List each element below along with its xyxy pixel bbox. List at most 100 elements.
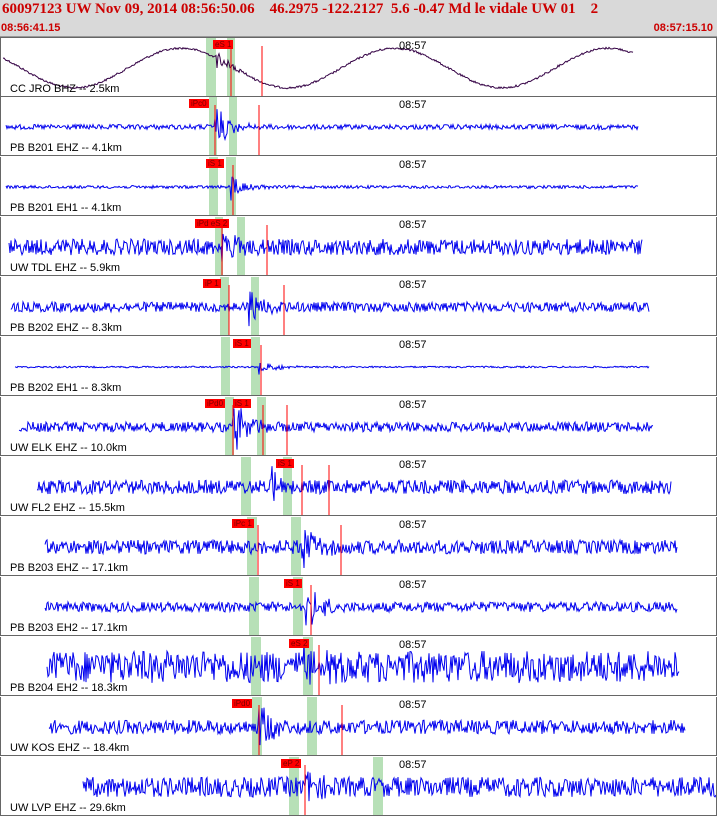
waveform-trace: [5, 97, 639, 155]
pick-window: [229, 97, 237, 155]
channel-row-pb-b201-eh1[interactable]: 08:57 iS 1 PB B201 EH1 -- 4.1km: [0, 157, 717, 216]
channel-label: UW ELK EHZ -- 10.0km: [10, 442, 127, 454]
time-marker-label: 08:57: [399, 40, 427, 52]
channel-label: UW KOS EHZ -- 18.4km: [10, 742, 130, 754]
pick-window: [209, 157, 218, 215]
waveform-trace: [8, 217, 643, 275]
waveform-trace: [82, 757, 716, 815]
channel-label: UW LVP EHZ -- 29.6km: [10, 802, 126, 814]
channel-label: CC JRO BHZ -- 2.5km: [10, 83, 120, 95]
time-marker-label: 08:57: [399, 159, 427, 171]
channel-row-uw-elk-ehz[interactable]: 08:57 iPd0 iS 1 UW ELK EHZ -- 10.0km: [0, 397, 717, 456]
pick-window: [252, 697, 262, 755]
time-marker-label: 08:57: [399, 99, 427, 111]
pick-window: [283, 457, 292, 515]
waveform-line: [2, 46, 634, 90]
waveform-line: [44, 592, 678, 626]
waveform-trace: [36, 457, 672, 515]
time-marker-label: 08:57: [399, 339, 427, 351]
phase-pick[interactable]: iS 1: [233, 399, 251, 408]
phase-pick[interactable]: iS 1: [284, 579, 302, 588]
seismogram-panel: 08:57 eS 1 CC JRO BHZ -- 2.5km 08:57 iPc…: [0, 37, 717, 818]
event-title: 60097123 UW Nov 09, 2014 08:56:50.06 46.…: [2, 1, 599, 17]
channel-label: UW TDL EHZ -- 5.9km: [10, 262, 121, 274]
time-marker-label: 08:57: [399, 519, 427, 531]
pick-window: [307, 697, 317, 755]
phase-pick[interactable]: iPd0: [205, 399, 226, 408]
waveform-trace: [2, 38, 634, 96]
time-marker-label: 08:57: [399, 219, 427, 231]
time-marker-label: 08:57: [399, 639, 427, 651]
channel-row-uw-tdl-ehz[interactable]: 08:57 iPd eS 2 UW TDL EHZ -- 5.9km: [0, 217, 717, 276]
channel-label: PB B202 EHZ -- 8.3km: [10, 322, 122, 334]
waveform-line: [5, 109, 639, 142]
channel-row-pb-b203-ehz[interactable]: 08:57 iPc 1 PB B203 EHZ -- 17.1km: [0, 517, 717, 576]
channel-label: PB B204 EH2 -- 18.3km: [10, 682, 128, 694]
phase-pick[interactable]: iP 1: [203, 279, 221, 288]
waveform-line: [5, 176, 639, 201]
pick-window: [226, 157, 236, 215]
phase-pick[interactable]: iPc 1: [232, 519, 254, 528]
time-marker-label: 08:57: [399, 279, 427, 291]
waveform-trace: [44, 577, 678, 635]
pick-window: [289, 757, 299, 815]
time-marker-label: 08:57: [399, 699, 427, 711]
pick-window: [206, 38, 216, 96]
channel-label: PB B201 EHZ -- 4.1km: [10, 142, 122, 154]
pick-window: [249, 577, 259, 635]
phase-pick[interactable]: iPd0: [232, 699, 253, 708]
pick-window: [293, 577, 303, 635]
phase-pick[interactable]: iPc0: [189, 99, 209, 108]
channel-label: PB B201 EH1 -- 4.1km: [10, 202, 122, 214]
channel-label: PB B203 EHZ -- 17.1km: [10, 562, 128, 574]
channel-row-pb-b201-ehz[interactable]: 08:57 iPc0 PB B201 EHZ -- 4.1km: [0, 97, 717, 156]
waveform-line: [10, 291, 650, 327]
pick-window: [241, 457, 251, 515]
waveform-trace: [14, 337, 650, 395]
phase-pick[interactable]: eS 2: [289, 639, 310, 648]
time-marker-label: 08:57: [399, 759, 427, 771]
pick-window: [225, 397, 234, 455]
channel-label: UW FL2 EHZ -- 15.5km: [10, 502, 125, 514]
waveform-line: [14, 363, 650, 375]
channel-row-pb-b202-eh1[interactable]: 08:57 iS 1 PB B202 EH1 -- 8.3km: [0, 337, 717, 396]
waveform-trace: [18, 397, 654, 455]
channel-row-uw-fl2-ehz[interactable]: 08:57 iS 1 UW FL2 EHZ -- 15.5km: [0, 457, 717, 516]
event-header: 60097123 UW Nov 09, 2014 08:56:50.06 46.…: [0, 0, 717, 37]
pick-window: [251, 337, 260, 395]
phase-pick[interactable]: iS 1: [233, 339, 251, 348]
waveform-line: [48, 707, 686, 746]
phase-pick[interactable]: iS 1: [276, 459, 294, 468]
waveform-line: [18, 408, 654, 450]
time-marker-label: 08:57: [399, 459, 427, 471]
channel-label: PB B202 EH1 -- 8.3km: [10, 382, 122, 394]
phase-pick[interactable]: iPd eS 2: [195, 219, 230, 228]
channel-row-uw-lvp-ehz[interactable]: 08:57 eP 2 UW LVP EHZ -- 29.6km: [0, 757, 717, 816]
channel-row-pb-b202-ehz[interactable]: 08:57 iP 1 PB B202 EHZ -- 8.3km: [0, 277, 717, 336]
pick-window: [221, 337, 230, 395]
pick-window: [247, 517, 257, 575]
window-end-time: 08:57:15.10: [653, 22, 713, 34]
waveform-line: [82, 771, 716, 802]
waveform-line: [44, 529, 678, 569]
channel-row-cc-jro-bhz[interactable]: 08:57 eS 1 CC JRO BHZ -- 2.5km: [0, 37, 717, 97]
channel-row-uw-kos-ehz[interactable]: 08:57 iPd0 UW KOS EHZ -- 18.4km: [0, 697, 717, 756]
channel-row-pb-b203-eh2[interactable]: 08:57 iS 1 PB B203 EH2 -- 17.1km: [0, 577, 717, 636]
pick-window: [251, 277, 259, 335]
waveform-trace: [48, 697, 686, 755]
phase-pick[interactable]: eP 2: [281, 759, 302, 768]
waveform-line: [36, 466, 672, 501]
waveform-trace: [10, 277, 650, 335]
channel-row-pb-b204-eh2[interactable]: 08:57 eS 2 PB B204 EH2 -- 18.3km: [0, 637, 717, 696]
channel-label: PB B203 EH2 -- 17.1km: [10, 622, 128, 634]
window-start-time: 08:56:41.15: [1, 22, 61, 34]
waveform-line: [8, 233, 643, 263]
waveform-trace: [5, 157, 639, 215]
phase-pick[interactable]: eS 1: [213, 40, 234, 49]
time-marker-label: 08:57: [399, 579, 427, 591]
pick-window: [373, 757, 383, 815]
waveform-trace: [46, 637, 680, 695]
pick-window: [209, 97, 217, 155]
waveform-line: [46, 643, 680, 685]
phase-pick[interactable]: iS 1: [206, 159, 224, 168]
